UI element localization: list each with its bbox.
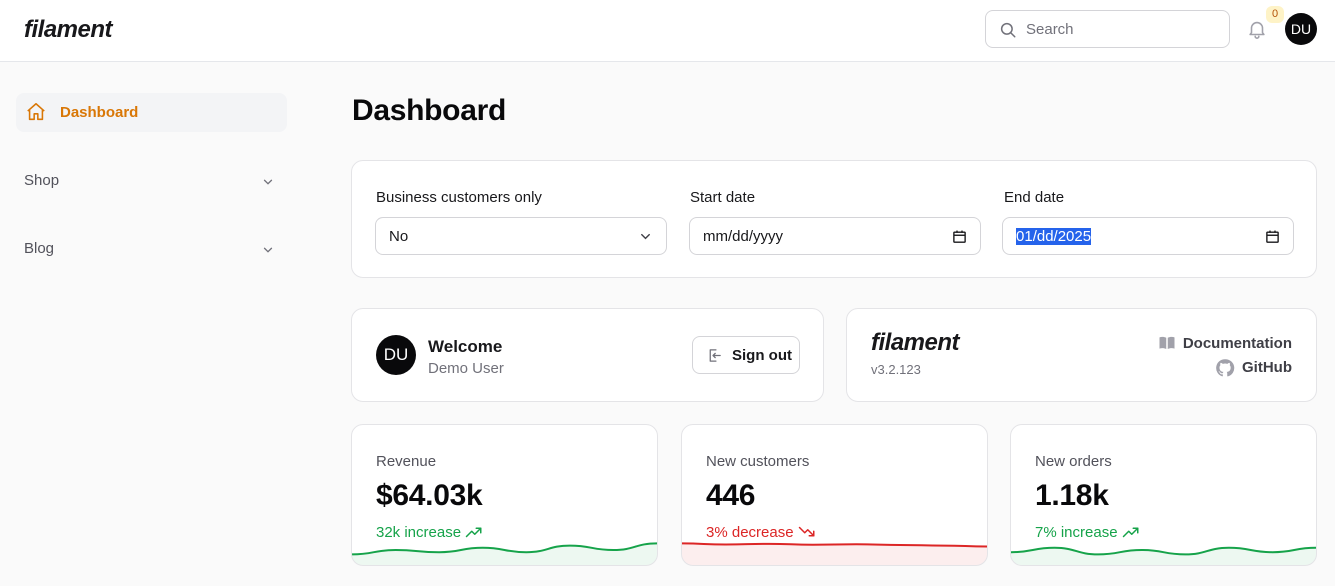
top-bar: filament 0 DU: [0, 0, 1335, 62]
avatar: DU: [376, 335, 416, 375]
sign-out-label: Sign out: [732, 347, 792, 364]
date-separator: /: [1032, 228, 1037, 245]
date-separator: /: [1053, 228, 1058, 245]
stat-label: New orders: [1035, 453, 1112, 470]
sign-out-icon: [709, 349, 721, 362]
page-title: Dashboard: [352, 94, 506, 127]
sidebar-item-dashboard[interactable]: Dashboard: [16, 93, 287, 132]
search-icon: [1000, 22, 1016, 38]
stat-description-text: 3% decrease: [706, 524, 794, 541]
select-value: No: [389, 228, 409, 245]
sparkline-area: [682, 543, 987, 565]
stat-card-new-customers: New customers 446 3% decrease: [681, 424, 988, 566]
end-date-input[interactable]: 01/dd/2025: [1002, 217, 1294, 255]
date-month-segment[interactable]: 01: [1016, 228, 1033, 245]
sparkline-line: [682, 542, 987, 548]
stat-description: 7% increase: [1035, 524, 1140, 541]
calendar-icon[interactable]: [952, 229, 967, 244]
date-day-segment[interactable]: dd: [1036, 228, 1054, 245]
sign-out-button[interactable]: Sign out: [692, 336, 800, 374]
sparkline-area: [1011, 547, 1316, 565]
calendar-icon[interactable]: [1265, 229, 1280, 244]
stat-description: 32k increase: [376, 524, 483, 541]
welcome-title: Welcome: [428, 337, 503, 356]
start-date-input[interactable]: mm/dd/yyyy: [689, 217, 981, 255]
github-icon: [1216, 359, 1235, 377]
start-date-label: Start date: [690, 189, 756, 206]
filament-logo[interactable]: filament: [871, 329, 960, 356]
sidebar-group-label: Blog: [24, 240, 55, 257]
stat-label: Revenue: [376, 453, 437, 470]
stat-description-text: 7% increase: [1035, 524, 1118, 541]
business-customers-select[interactable]: No: [375, 217, 667, 255]
notifications-badge: 0: [1266, 6, 1284, 23]
search-input[interactable]: [1026, 19, 1216, 39]
stat-value: 446: [706, 479, 756, 512]
github-link[interactable]: GitHub: [1216, 359, 1292, 377]
stat-sparkline: [352, 542, 657, 565]
sparkline-line: [1011, 546, 1316, 556]
sidebar-group-blog[interactable]: Blog: [16, 234, 287, 264]
user-avatar[interactable]: DU: [1285, 13, 1317, 45]
sparkline-line: [352, 542, 657, 556]
stat-card-new-orders: New orders 1.18k 7% increase: [1010, 424, 1317, 566]
search-box[interactable]: [985, 10, 1230, 48]
stat-sparkline: [1011, 546, 1316, 565]
trending-up-icon: [1122, 527, 1139, 538]
stat-value: $64.03k: [376, 479, 483, 512]
sidebar: Dashboard Shop Blog: [0, 62, 310, 586]
business-customers-label: Business customers only: [376, 189, 542, 206]
trending-down-icon: [798, 526, 815, 537]
stat-description-text: 32k increase: [376, 524, 462, 541]
sparkline-area: [352, 543, 657, 565]
notifications-bell-icon[interactable]: [1246, 18, 1268, 40]
home-icon: [27, 102, 45, 121]
chevron-down-icon[interactable]: [261, 243, 275, 257]
sidebar-item-label: Dashboard: [60, 104, 139, 121]
stat-label: New customers: [706, 453, 810, 470]
filament-info-card: filament v3.2.123 Documentation GitHub: [846, 308, 1317, 402]
end-date-label: End date: [1004, 189, 1065, 206]
date-value: 01/dd/2025: [1016, 228, 1092, 245]
github-label: GitHub: [1242, 359, 1292, 376]
stat-description: 3% decrease: [706, 524, 816, 541]
stat-card-revenue: Revenue $64.03k 32k increase: [351, 424, 658, 566]
stat-value: 1.18k: [1035, 479, 1109, 512]
date-value: mm/dd/yyyy: [703, 228, 784, 245]
welcome-card: DU Welcome Demo User Sign out: [351, 308, 824, 402]
welcome-user-name: Demo User: [428, 360, 504, 377]
sidebar-group-shop[interactable]: Shop: [16, 166, 287, 196]
book-icon: [1159, 336, 1175, 349]
chevron-down-icon[interactable]: [261, 175, 275, 189]
sidebar-group-label: Shop: [24, 172, 60, 189]
stat-sparkline: [682, 542, 987, 565]
filters-card: Business customers only No Start date mm…: [351, 160, 1317, 278]
filament-version: v3.2.123: [871, 362, 921, 377]
brand-logo[interactable]: filament: [24, 16, 113, 43]
chevron-down-icon: [641, 233, 650, 240]
documentation-link[interactable]: Documentation: [1159, 335, 1292, 352]
trending-up-icon: [465, 527, 482, 538]
date-year-segment[interactable]: 2025: [1057, 228, 1092, 245]
documentation-label: Documentation: [1182, 335, 1292, 352]
